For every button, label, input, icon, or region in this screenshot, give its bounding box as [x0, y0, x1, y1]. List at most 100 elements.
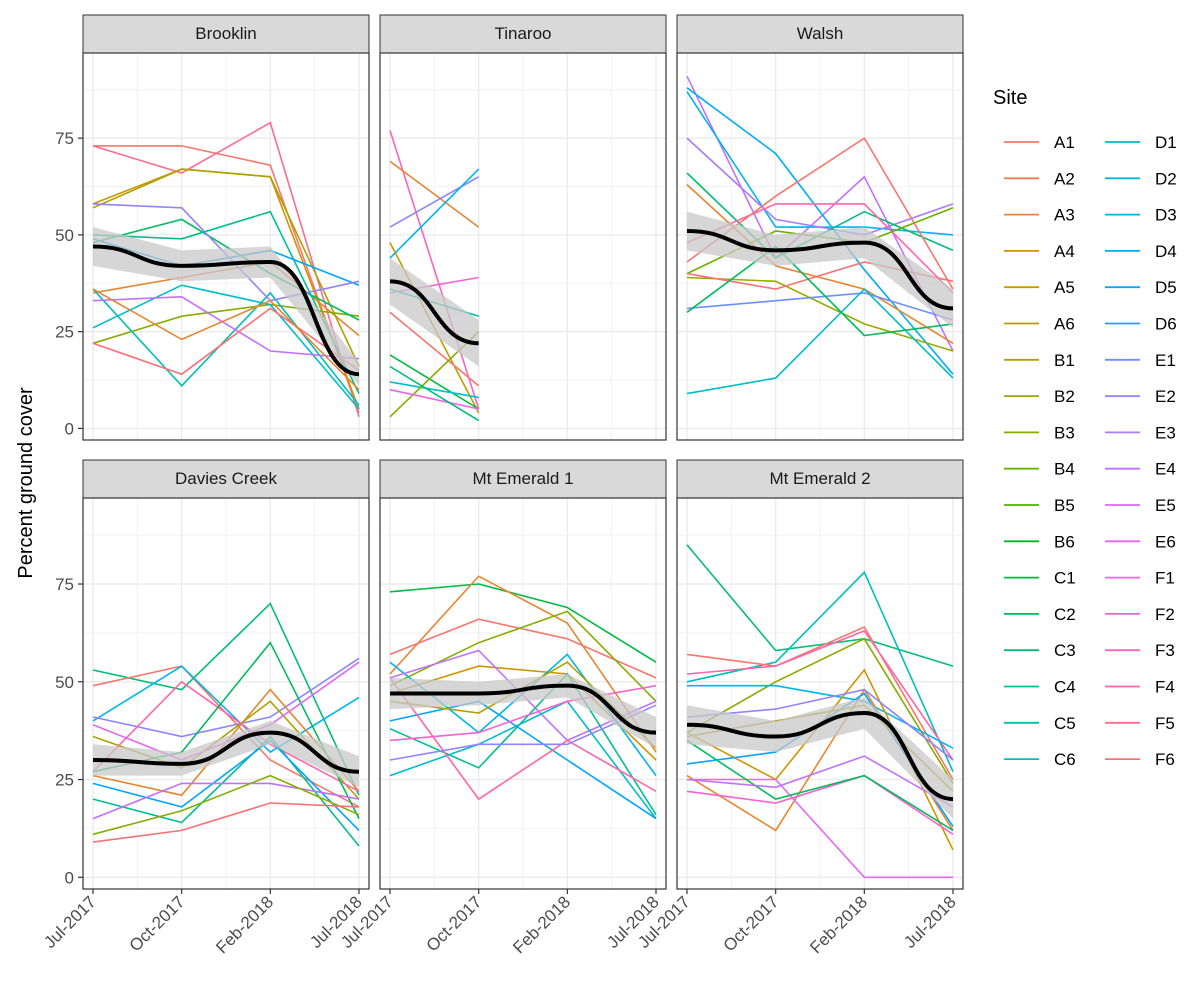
- smooth-band-walsh: [687, 211, 953, 328]
- facet-panels: Brooklin 0 25 50 75 Tinaroo Walsh Davies Creek 0…: [40, 14, 964, 957]
- panel-border-tinaroo: [379, 52, 667, 441]
- legend-item-e3: E3: [1105, 423, 1176, 442]
- legend-label-d5: D5: [1155, 278, 1177, 297]
- legend-item-c3: C3: [1004, 641, 1076, 660]
- legend-item-a1: A1: [1004, 133, 1075, 152]
- panel-walsh: Walsh: [676, 14, 964, 441]
- legend-label-e3: E3: [1155, 423, 1176, 442]
- legend-label-b4: B4: [1054, 460, 1075, 479]
- strip-label-tinaroo: Tinaroo: [494, 24, 551, 43]
- series-line-davies-creek-13: [92, 802, 360, 843]
- panel-border-walsh: [676, 52, 964, 441]
- legend-label-c1: C1: [1054, 569, 1076, 588]
- smooth-band-mt-emerald-2: [687, 697, 953, 819]
- legend-label-b3: B3: [1054, 423, 1075, 442]
- legend-label-f5: F5: [1155, 714, 1175, 733]
- strip-label-brooklin: Brooklin: [195, 24, 256, 43]
- legend-item-b2: B2: [1004, 387, 1075, 406]
- x-tick-label: Oct-2017: [126, 892, 189, 955]
- legend-label-a5: A5: [1054, 278, 1075, 297]
- legend-label-d6: D6: [1155, 315, 1177, 334]
- series-line-walsh-12: [686, 292, 954, 321]
- panel-border-brooklin: [82, 52, 370, 441]
- series-line-walsh-7: [686, 203, 954, 294]
- legend-item-f4: F4: [1105, 678, 1175, 697]
- legend-label-b1: B1: [1054, 351, 1075, 370]
- x-tick-label: Oct-2017: [720, 892, 783, 955]
- series-line-brooklin-13: [92, 295, 360, 360]
- legend-label-f4: F4: [1155, 678, 1175, 697]
- legend-label-e5: E5: [1155, 496, 1176, 515]
- legend-item-b6: B6: [1004, 532, 1075, 551]
- y-tick-label: 50: [55, 673, 74, 692]
- x-tick-label: Feb-2018: [806, 892, 871, 957]
- strip-brooklin: [82, 14, 370, 54]
- legend-label-c6: C6: [1054, 750, 1076, 769]
- legend-item-a3: A3: [1004, 206, 1075, 225]
- legend-item-f3: F3: [1105, 641, 1175, 660]
- series-line-tinaroo-10: [389, 381, 479, 399]
- panel-border-mt-emerald-1: [379, 497, 667, 890]
- legend-item-b1: B1: [1004, 351, 1075, 370]
- legend-label-f2: F2: [1155, 605, 1175, 624]
- series-line-brooklin-7: [92, 218, 360, 321]
- series-line-tinaroo-9: [389, 354, 480, 410]
- legend-label-f3: F3: [1155, 641, 1175, 660]
- legend-label-e6: E6: [1155, 532, 1176, 551]
- legend-item-d6: D6: [1105, 315, 1177, 334]
- y-tick-label: 75: [55, 129, 74, 148]
- series-line-mt-emerald-2-9: [686, 688, 954, 761]
- series-line-davies-creek-10: [92, 739, 360, 831]
- series-line-brooklin-2: [92, 121, 360, 418]
- series-line-davies-creek-11: [92, 782, 360, 820]
- legend-label-a6: A6: [1054, 315, 1075, 334]
- series-line-mt-emerald-2-3: [686, 625, 954, 780]
- y-axis-label: Percent ground cover: [15, 387, 37, 579]
- series-line-tinaroo-4: [389, 168, 480, 259]
- series-line-tinaroo-2: [389, 160, 480, 228]
- series-line-mt-emerald-2-11: [686, 774, 954, 835]
- series-line-tinaroo-12: [389, 388, 479, 410]
- series-line-tinaroo-13: [389, 365, 480, 422]
- legend-label-b6: B6: [1054, 532, 1075, 551]
- y-tick-label: 0: [65, 419, 74, 438]
- series-line-mt-emerald-1-10: [389, 700, 657, 820]
- panel-brooklin: Brooklin 0 25 50 75: [55, 14, 370, 441]
- smooth-band-brooklin: [93, 227, 359, 386]
- strip-label-walsh: Walsh: [797, 24, 844, 43]
- y-tick-label: 50: [55, 226, 74, 245]
- series-line-mt-emerald-1-9: [389, 700, 657, 820]
- panel-davies-creek: Davies Creek 0 25 50 75 Jul-2017 Oct-2017 Feb-2…: [40, 459, 370, 957]
- series-line-davies-creek-7: [92, 680, 360, 793]
- series-line-brooklin-10: [92, 284, 360, 410]
- series-line-walsh-4: [686, 137, 954, 236]
- x-tick-label: Jul-2018: [900, 892, 960, 952]
- legend-label-a2: A2: [1054, 169, 1075, 188]
- legend-item-c1: C1: [1004, 569, 1076, 588]
- series-line-tinaroo-1: [389, 130, 480, 410]
- legend-item-b5: B5: [1004, 496, 1075, 515]
- series-line-mt-emerald-1-2: [389, 575, 657, 753]
- legend-label-f1: F1: [1155, 569, 1175, 588]
- series-line-tinaroo-8: [389, 311, 480, 387]
- strip-davies-creek: [82, 459, 370, 499]
- series-line-mt-emerald-1-13: [389, 704, 657, 761]
- strip-mt-emerald-1: [379, 459, 667, 499]
- series-line-brooklin-15: [92, 288, 360, 391]
- legend-item-e5: E5: [1105, 496, 1176, 515]
- strip-walsh: [676, 14, 964, 54]
- series-line-mt-emerald-1-11: [389, 677, 657, 801]
- legend-label-a4: A4: [1054, 242, 1075, 261]
- legend-label-c5: C5: [1054, 714, 1076, 733]
- series-line-mt-emerald-2-13: [686, 739, 954, 832]
- smooth-line-walsh: [686, 229, 954, 311]
- legend-item-a6: A6: [1004, 315, 1075, 334]
- strip-label-mt-emerald-2: Mt Emerald 2: [769, 469, 870, 488]
- series-line-mt-emerald-2-15: [686, 755, 954, 808]
- series-line-mt-emerald-1-1: [389, 583, 657, 663]
- legend-item-f2: F2: [1105, 605, 1175, 624]
- legend-item-d2: D2: [1105, 169, 1177, 188]
- legend-label-c4: C4: [1054, 678, 1076, 697]
